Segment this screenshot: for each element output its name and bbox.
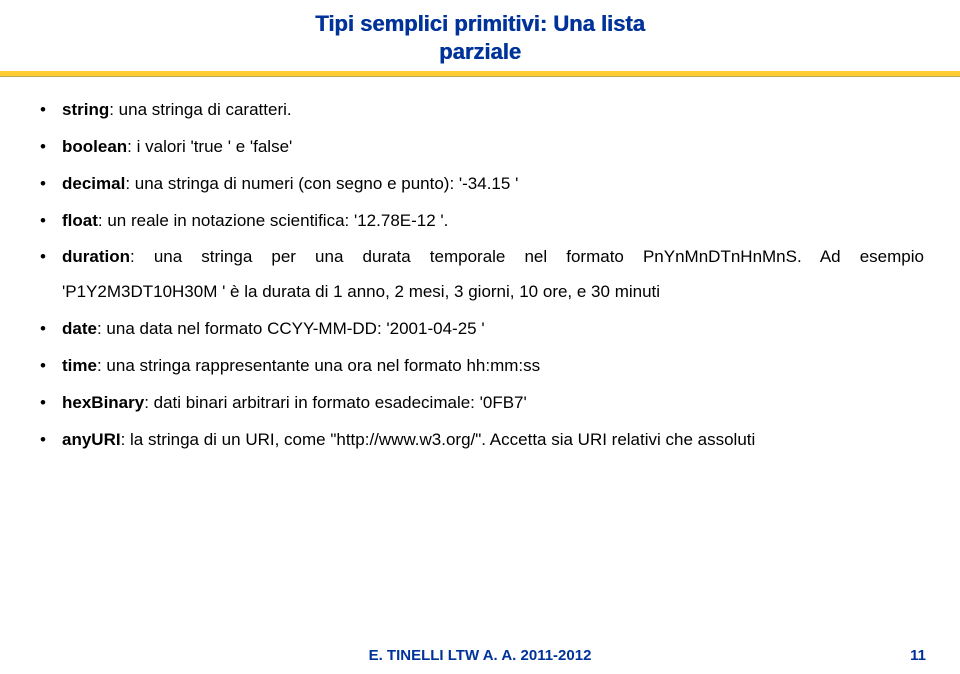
type-keyword: boolean [62,137,127,156]
slide-title-block: Tipi semplici primitivi: Una lista parzi… [0,0,960,65]
bullet-list: string: una stringa di caratteri. boolea… [36,93,924,457]
list-item: anyURI: la stringa di un URI, come "http… [62,423,924,458]
list-item: decimal: una stringa di numeri (con segn… [62,167,924,202]
page-number: 11 [910,647,926,664]
type-keyword: string [62,100,109,119]
title-line-2: parziale [0,38,960,66]
type-keyword: anyURI [62,430,121,449]
list-item: string: una stringa di caratteri. [62,93,924,128]
type-desc: : la stringa di un URI, come "http://www… [121,430,756,449]
type-desc: : un reale in notazione scientifica: '12… [98,211,448,230]
list-item: hexBinary: dati binari arbitrari in form… [62,386,924,421]
type-desc: : una stringa rappresentante una ora nel… [97,356,540,375]
list-item: float: un reale in notazione scientifica… [62,204,924,239]
title-line-1: Tipi semplici primitivi: Una lista [0,10,960,38]
type-desc: : una stringa di numeri (con segno e pun… [125,174,518,193]
list-item: boolean: i valori 'true ' e 'false' [62,130,924,165]
type-keyword: date [62,319,97,338]
type-keyword: duration [62,247,130,266]
type-desc: : dati binari arbitrari in formato esade… [144,393,527,412]
type-desc: : una stringa di caratteri. [109,100,291,119]
slide-content: string: una stringa di caratteri. boolea… [0,77,960,457]
slide-footer: E. TINELLI LTW A. A. 2011-2012 [0,647,960,664]
type-keyword: decimal [62,174,125,193]
list-item: date: una data nel formato CCYY-MM-DD: '… [62,312,924,347]
type-desc: : i valori 'true ' e 'false' [127,137,292,156]
type-keyword: float [62,211,98,230]
type-keyword: hexBinary [62,393,144,412]
list-item: time: una stringa rappresentante una ora… [62,349,924,384]
type-desc: : una data nel formato CCYY-MM-DD: '2001… [97,319,485,338]
type-keyword: time [62,356,97,375]
type-desc: : una stringa per una durata temporale n… [62,247,924,301]
list-item: duration: una stringa per una durata tem… [62,240,924,310]
